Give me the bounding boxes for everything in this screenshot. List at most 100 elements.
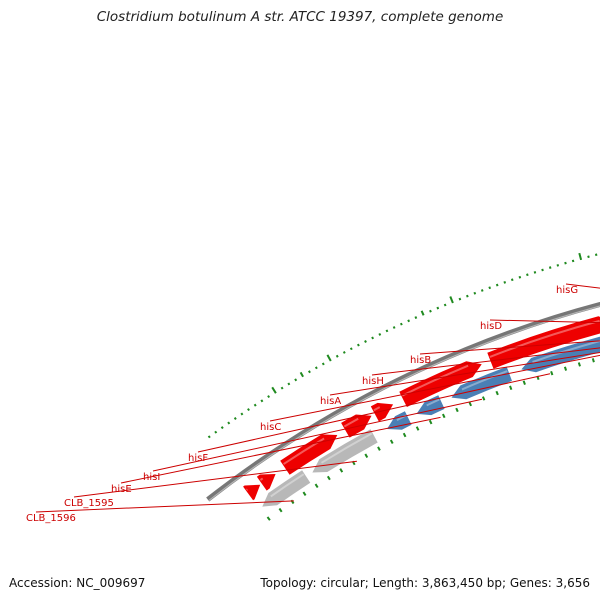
scale-tick-inner bbox=[428, 419, 433, 425]
reverse-gene-3 bbox=[387, 411, 412, 430]
scale-tick bbox=[526, 273, 529, 277]
scale-tick bbox=[326, 354, 332, 362]
scale-tick bbox=[349, 347, 353, 351]
forward-gene-4-highlight bbox=[343, 417, 359, 428]
forward-gene-5 bbox=[370, 402, 394, 422]
scale-tick bbox=[414, 316, 418, 319]
gene-label-CLB_1595: CLB_1595 bbox=[64, 498, 114, 509]
scale-tick-inner bbox=[481, 396, 486, 401]
scale-tick bbox=[556, 264, 560, 267]
scale-tick bbox=[564, 261, 567, 265]
forward-gene-3 bbox=[280, 434, 338, 475]
scale-tick-inner bbox=[314, 483, 319, 489]
topology-summary: Topology: circular; Length: 3,863,450 bp… bbox=[260, 576, 590, 590]
scale-tick-inner bbox=[563, 366, 568, 371]
gene-label-CLB_1596: CLB_1596 bbox=[26, 513, 76, 524]
scale-tick bbox=[420, 310, 425, 316]
scale-tick-inner bbox=[509, 385, 513, 391]
gene-leader-hisB bbox=[419, 340, 600, 355]
scale-tick bbox=[308, 370, 311, 374]
forward-gene-2-highlight bbox=[259, 477, 264, 481]
reverse-gene-5-highlight bbox=[461, 370, 508, 391]
gene-leader-hisH bbox=[371, 347, 600, 376]
gene-label-hisH: hisH bbox=[362, 376, 384, 387]
gene-leader-hisI bbox=[152, 398, 483, 472]
scale-tick-inner bbox=[364, 453, 369, 458]
scale-tick bbox=[385, 329, 389, 333]
scale-tick bbox=[480, 289, 484, 292]
scale-tick bbox=[407, 319, 411, 323]
scale-tick-inner bbox=[389, 439, 394, 444]
gene-leader-hisE bbox=[120, 416, 441, 484]
forward-gene-4 bbox=[341, 414, 372, 438]
scale-tick bbox=[466, 294, 469, 298]
scale-tick bbox=[294, 378, 298, 382]
scale-tick bbox=[594, 253, 598, 257]
scale-tick bbox=[271, 386, 277, 394]
scale-tick bbox=[280, 386, 284, 390]
reverse-cds-track bbox=[262, 336, 600, 507]
accession-text: Accession: NC_009697 bbox=[9, 576, 146, 590]
backbone-highlight bbox=[208, 305, 600, 502]
scale-tick bbox=[429, 309, 432, 313]
scale-tick-inner bbox=[326, 475, 331, 481]
forward-gene-7-highlight bbox=[489, 319, 600, 358]
other-gene-1-highlight bbox=[270, 473, 305, 498]
backbone bbox=[206, 301, 600, 502]
scale-tick bbox=[503, 280, 507, 284]
scale-tick bbox=[214, 430, 218, 434]
map-title: Clostridium botulinum A str. ATCC 19397,… bbox=[96, 9, 504, 25]
gene-label-hisD: hisD bbox=[480, 321, 502, 332]
scale-tick bbox=[247, 408, 250, 412]
scale-tick-inner bbox=[441, 413, 446, 419]
scale-tick-inner bbox=[522, 380, 526, 385]
scale-tick bbox=[233, 417, 237, 420]
other-gene-1 bbox=[262, 470, 311, 507]
gene-label-hisC: hisC bbox=[260, 422, 281, 433]
forward-gene-3-highlight bbox=[283, 437, 325, 465]
scale-ticks: 1668 kbp1669 kbp1670 kbp1671 kbp1672 kbp… bbox=[207, 252, 598, 521]
scale-tick-inner bbox=[455, 407, 459, 413]
gene-leader-hisA bbox=[329, 351, 600, 396]
scale-tick-inner bbox=[591, 358, 595, 363]
gene-label-hisI: hisI bbox=[143, 472, 160, 483]
scale-tick bbox=[578, 252, 583, 261]
scale-tick-inner bbox=[302, 491, 307, 496]
forward-cds-track bbox=[243, 316, 600, 501]
scale-tick bbox=[548, 266, 552, 269]
scale-tick bbox=[207, 435, 211, 439]
scale-tick bbox=[335, 354, 339, 358]
forward-gene-2 bbox=[256, 474, 276, 491]
scale-tick bbox=[443, 303, 447, 307]
scale-tick-inner bbox=[550, 370, 554, 376]
scale-tick bbox=[436, 306, 440, 310]
forward-gene-1-highlight bbox=[245, 488, 248, 491]
scale-tick-inner bbox=[577, 362, 581, 367]
scale-tick bbox=[371, 336, 374, 340]
scale-tick bbox=[240, 412, 244, 416]
gene-leader-CLB_1596 bbox=[35, 500, 294, 513]
forward-gene-6-highlight bbox=[401, 364, 469, 397]
scale-tick bbox=[220, 426, 224, 430]
forward-gene-1 bbox=[243, 484, 261, 501]
gene-leader-hisC bbox=[269, 354, 600, 422]
gene-label-hisF: hisF bbox=[188, 453, 208, 464]
scale-tick-inner bbox=[468, 401, 473, 407]
scale-tick bbox=[260, 399, 264, 403]
gene-labels: hisG hisD hisB hisH hisA hisC hisF hisI hisE CLB_… bbox=[26, 283, 600, 524]
scale-tick bbox=[449, 296, 454, 304]
scale-tick bbox=[571, 259, 575, 263]
backbone-arc bbox=[206, 301, 600, 502]
scale-tick-inner bbox=[266, 516, 271, 521]
scale-tick bbox=[342, 351, 346, 354]
reverse-gene-4-highlight bbox=[426, 398, 440, 407]
scale-tick bbox=[541, 268, 544, 272]
scale-tick bbox=[321, 362, 325, 366]
scale-tick-inner bbox=[402, 432, 407, 438]
scale-tick bbox=[510, 278, 514, 282]
scale-tick bbox=[364, 340, 367, 343]
scale-tick bbox=[495, 283, 499, 287]
scale-tick bbox=[314, 366, 318, 370]
scale-tick bbox=[533, 270, 537, 274]
